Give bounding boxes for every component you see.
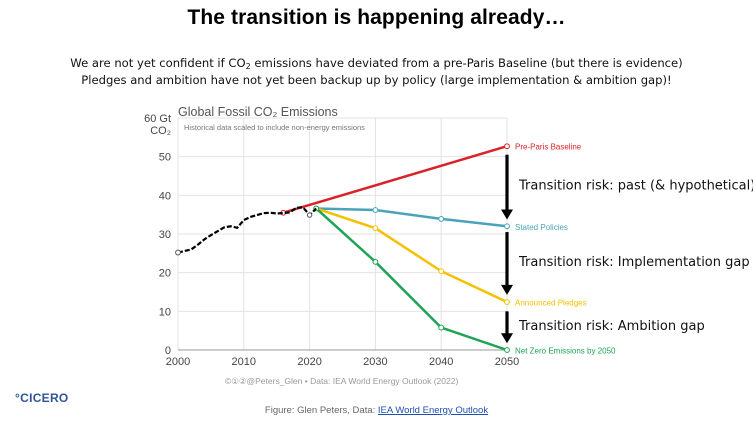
series-line xyxy=(316,207,508,228)
figure-credit-link[interactable]: IEA World Energy Outlook xyxy=(377,405,489,416)
y-tick-label: 30 xyxy=(159,229,171,241)
risk-annotation: Transition risk: Implementation gap xyxy=(518,255,750,270)
series-point xyxy=(372,258,379,265)
x-tick-label: 2050 xyxy=(495,356,519,368)
series-point xyxy=(504,223,510,230)
risk-arrow-head xyxy=(501,284,513,295)
x-tick-label: 2030 xyxy=(363,356,387,368)
y-tick-label: 20 xyxy=(159,268,171,280)
series-point xyxy=(372,207,379,213)
series-point xyxy=(438,216,445,222)
series-label: Pre-Paris Baseline xyxy=(515,143,582,152)
risk-annotation: Transition risk: past (& hypothetical) xyxy=(518,179,753,194)
series-point xyxy=(504,299,510,305)
x-tick-label: 2000 xyxy=(166,356,190,368)
subtitle-line-2: Pledges and ambition have not yet been b… xyxy=(81,73,672,87)
series-point xyxy=(504,347,510,353)
x-tick-label: 2040 xyxy=(429,356,453,368)
historical-start-point xyxy=(175,249,181,256)
y-tick-label: 10 xyxy=(159,306,171,318)
figure-credit: Figure: Glen Peters, Data: IEA World Ene… xyxy=(0,405,753,416)
series-label: Announced Pledges xyxy=(515,299,587,308)
chart-source-note: ©①②@Peters_Glen • Data: IEA World Energy… xyxy=(225,376,458,386)
x-tick-label: 2020 xyxy=(297,356,321,368)
y-tick-label: 0 xyxy=(165,345,171,357)
risk-arrow-head xyxy=(501,333,513,344)
historical-line xyxy=(177,206,317,254)
chart-title: Global Fossil CO₂ Emissions xyxy=(178,105,338,119)
y-axis-label-line-2: CO₂ xyxy=(150,125,171,137)
chart-subtitle: Historical data scaled to include non-en… xyxy=(184,123,365,132)
series-point xyxy=(372,225,379,232)
cicero-logo: °CICERO xyxy=(15,391,69,405)
y-tick-label: 40 xyxy=(159,190,171,202)
slide-title: The transition is happening already… xyxy=(187,6,566,29)
y-axis-label-line-1: 60 Gt xyxy=(144,113,171,125)
series-label: Net Zero Emissions by 2050 xyxy=(515,347,616,356)
risk-annotation: Transition risk: Ambition gap xyxy=(518,319,705,334)
series-line xyxy=(282,145,508,214)
figure-credit-prefix: Figure: Glen Peters, Data: xyxy=(264,405,378,416)
slide-subtitle: We are not yet confident if CO2 emission… xyxy=(0,55,753,89)
subtitle-line-1-post: emissions have deviated from a pre-Paris… xyxy=(250,56,683,70)
y-tick-label: 50 xyxy=(159,152,171,164)
historical-2020-point xyxy=(306,212,313,218)
subtitle-line-1: We are not yet confident if CO2 emission… xyxy=(0,55,753,72)
risk-arrow-head xyxy=(501,209,513,220)
series-line xyxy=(315,207,508,352)
series-point xyxy=(438,268,445,275)
series-point xyxy=(504,143,510,150)
series-point xyxy=(438,324,445,331)
series-label: Stated Policies xyxy=(515,223,568,232)
subtitle-line-1-pre: We are not yet confident if CO xyxy=(70,56,246,70)
subtitle-co2-subscript: 2 xyxy=(245,62,251,71)
x-tick-label: 2010 xyxy=(232,356,256,368)
series-line xyxy=(315,207,508,304)
